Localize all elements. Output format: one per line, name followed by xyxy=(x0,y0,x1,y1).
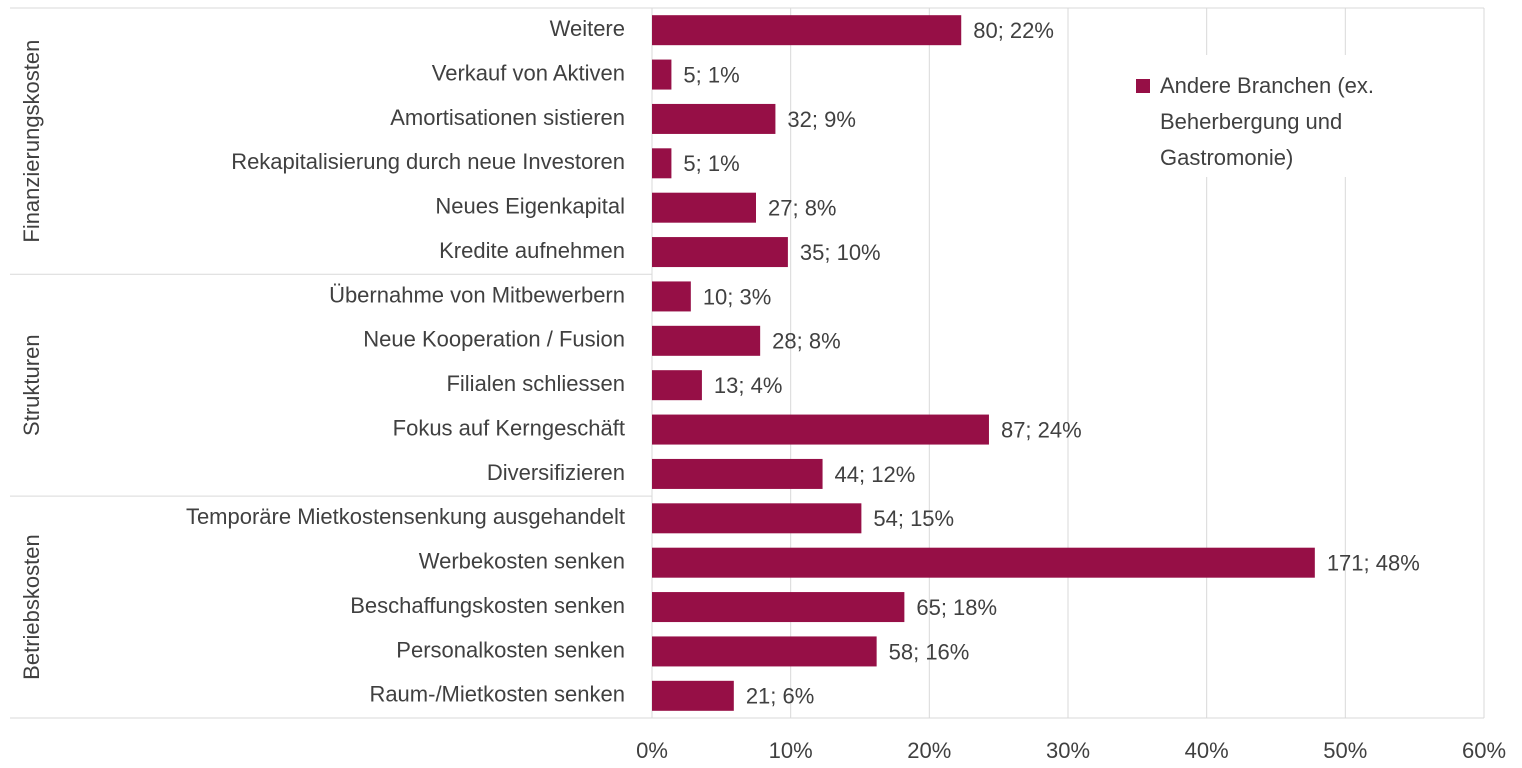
bar xyxy=(652,680,734,711)
category-label: Rekapitalisierung durch neue Investoren xyxy=(231,149,625,174)
value-label: 5; 1% xyxy=(683,151,739,176)
bar xyxy=(652,636,877,667)
value-label: 54; 15% xyxy=(873,506,954,531)
value-label: 171; 48% xyxy=(1327,551,1420,576)
bar xyxy=(652,281,691,312)
category-label: Diversifizieren xyxy=(487,460,625,485)
value-label: 35; 10% xyxy=(800,240,881,265)
category-label: Übernahme von Mitbewerbern xyxy=(329,282,625,307)
x-tick-label: 40% xyxy=(1185,738,1229,763)
x-tick-label: 0% xyxy=(636,738,668,763)
bar xyxy=(652,237,788,268)
bar xyxy=(652,15,962,46)
group-label: Betriebskosten xyxy=(19,534,44,680)
value-label: 28; 8% xyxy=(772,329,841,354)
bar xyxy=(652,458,823,489)
value-label: 13; 4% xyxy=(714,373,783,398)
category-label: Neue Kooperation / Fusion xyxy=(363,327,625,352)
value-label: 10; 3% xyxy=(703,284,772,309)
bar xyxy=(652,370,702,401)
value-label: 27; 8% xyxy=(768,196,837,221)
value-label: 58; 16% xyxy=(889,639,970,664)
category-label: Neues Eigenkapital xyxy=(435,194,625,219)
value-label: 32; 9% xyxy=(787,107,856,132)
category-label: Werbekosten senken xyxy=(419,549,625,574)
category-label: Raum-/Mietkosten senken xyxy=(369,682,625,707)
x-tick-label: 20% xyxy=(907,738,951,763)
category-label: Weitere xyxy=(550,16,625,41)
category-label: Beschaffungskosten senken xyxy=(350,593,625,618)
bar xyxy=(652,148,672,179)
category-label: Fokus auf Kerngeschäft xyxy=(393,415,625,440)
value-label: 65; 18% xyxy=(916,595,997,620)
bar xyxy=(652,592,905,623)
value-label: 5; 1% xyxy=(683,62,739,87)
bar xyxy=(652,192,756,223)
value-label: 21; 6% xyxy=(746,684,815,709)
bar xyxy=(652,503,862,534)
bar xyxy=(652,414,989,445)
category-label: Verkauf von Aktiven xyxy=(432,60,625,85)
x-tick-label: 50% xyxy=(1323,738,1367,763)
bar xyxy=(652,59,672,90)
category-label: Personalkosten senken xyxy=(396,637,625,662)
bar xyxy=(652,547,1315,578)
group-label: Finanzierungskosten xyxy=(19,40,44,243)
category-label: Amortisationen sistieren xyxy=(390,105,625,130)
category-label: Filialen schliessen xyxy=(446,371,625,396)
value-label: 80; 22% xyxy=(973,18,1054,43)
legend: Andere Branchen (ex. Beherbergung und Gast… xyxy=(1100,55,1445,177)
legend-box xyxy=(1100,55,1445,177)
category-label: Kredite aufnehmen xyxy=(439,238,625,263)
value-label: 87; 24% xyxy=(1001,417,1082,442)
value-label: 44; 12% xyxy=(835,462,916,487)
bar xyxy=(652,103,776,134)
group-label: Strukturen xyxy=(19,334,44,436)
bar xyxy=(652,325,761,356)
x-tick-label: 30% xyxy=(1046,738,1090,763)
x-tick-label: 10% xyxy=(769,738,813,763)
x-tick-label: 60% xyxy=(1462,738,1506,763)
category-label: Temporäre Mietkostensenkung ausgehandelt xyxy=(186,504,625,529)
legend-swatch xyxy=(1136,79,1150,93)
legend-label: Andere Branchen (ex. Beherbergung und Gast… xyxy=(1160,73,1374,170)
